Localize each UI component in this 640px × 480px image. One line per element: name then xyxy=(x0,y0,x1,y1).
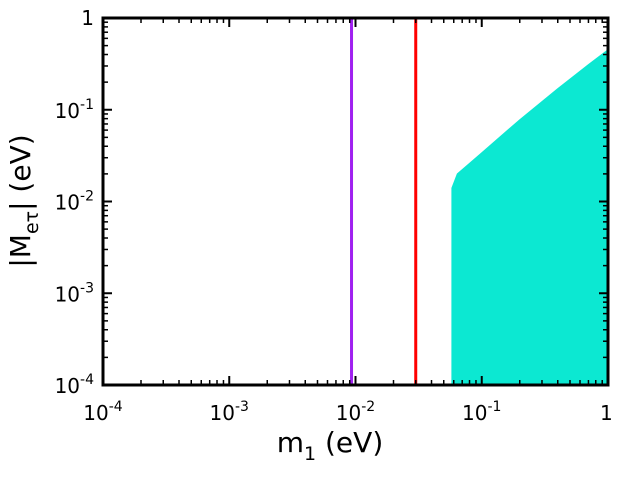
y-tick-label: 10-1 xyxy=(55,97,94,123)
x-axis-title-subscript: 1 xyxy=(304,443,316,465)
y-tick-label-base: 1 xyxy=(81,6,94,30)
x-axis-title-main: m xyxy=(277,426,304,459)
y-axis-title-close: | (eV) xyxy=(4,134,37,211)
x-tick-label-exponent: -2 xyxy=(361,399,375,415)
x-axis-title: m1 (eV) xyxy=(277,426,384,465)
y-tick-label-base: 10 xyxy=(55,282,80,306)
x-tick-label-base: 1 xyxy=(600,401,613,425)
y-tick-label: 10-3 xyxy=(55,280,94,306)
x-tick-label-exponent: -3 xyxy=(235,399,249,415)
y-tick-label: 1 xyxy=(81,6,94,30)
y-tick-label-exponent: -3 xyxy=(80,280,94,296)
x-tick-label-exponent: -4 xyxy=(109,399,123,415)
vertical-lines-layer xyxy=(350,18,418,385)
y-tick-labels: 10-410-310-210-11 xyxy=(55,6,95,398)
y-tick-label-exponent: -2 xyxy=(80,189,94,205)
y-tick-label-base: 10 xyxy=(55,374,80,398)
x-tick-label: 10-1 xyxy=(462,399,501,425)
x-tick-label-base: 10 xyxy=(210,401,235,425)
x-tick-label-base: 10 xyxy=(462,401,487,425)
y-tick-label-exponent: -4 xyxy=(80,372,94,388)
y-tick-label-exponent: -1 xyxy=(80,97,94,113)
y-axis-title: |Meτ| (eV) xyxy=(4,134,43,267)
x-tick-label: 1 xyxy=(600,401,613,425)
plot-frame xyxy=(101,16,610,387)
y-tick-label-base: 10 xyxy=(55,191,80,215)
y-tick-label: 10-4 xyxy=(55,372,95,398)
y-tick-label: 10-2 xyxy=(55,189,94,215)
x-axis-title-unit: (eV) xyxy=(316,426,383,459)
y-axis-title-subscript: eτ xyxy=(21,211,43,234)
x-tick-label-base: 10 xyxy=(83,401,108,425)
x-tick-labels: 10-4 10-3 10-2 10-1 1 xyxy=(83,399,612,425)
x-tick-label-exponent: -1 xyxy=(487,399,501,415)
y-axis-title-open: |M xyxy=(4,234,37,268)
x-tick-label: 10-4 xyxy=(83,399,123,425)
x-tick-label: 10-3 xyxy=(210,399,249,425)
x-tick-label-base: 10 xyxy=(336,401,361,425)
y-tick-label-base: 10 xyxy=(55,99,80,123)
x-tick-label: 10-2 xyxy=(336,399,375,425)
